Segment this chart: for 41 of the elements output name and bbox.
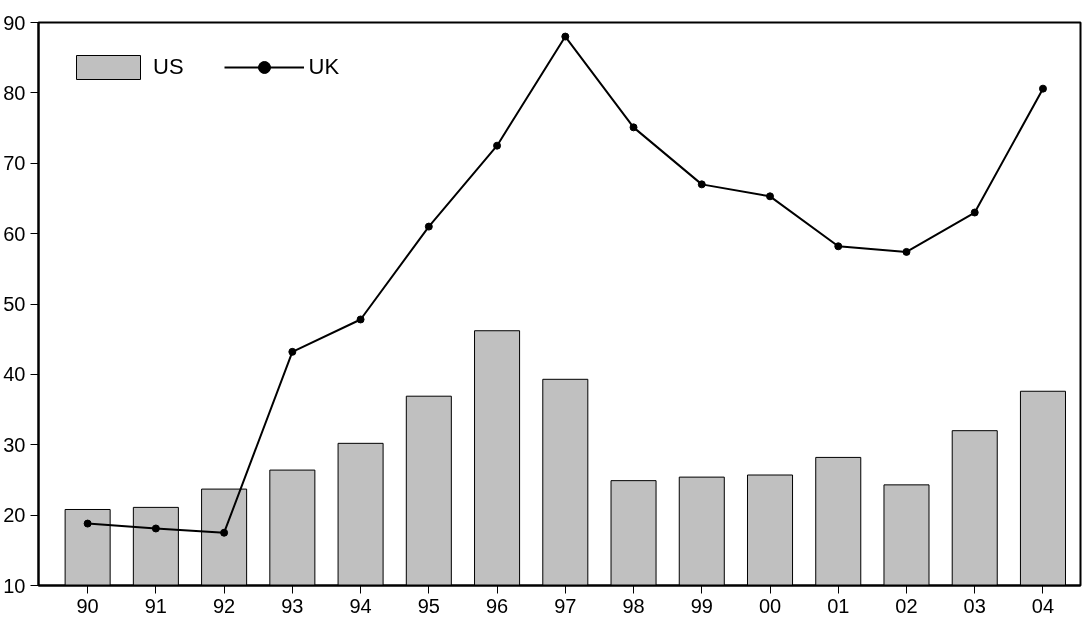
point: [356, 315, 365, 324]
point: [83, 519, 92, 528]
x-tick-label: 99: [690, 594, 713, 617]
y-tick-label: 30: [3, 433, 26, 456]
x-tick-label: 00: [758, 594, 782, 617]
legend-label: UK: [308, 54, 340, 80]
x-tick-label: 01: [827, 594, 850, 617]
point: [902, 247, 911, 256]
point: [970, 208, 979, 217]
x-tick-label: 93: [281, 594, 304, 617]
x-tick-label: 91: [144, 594, 167, 617]
x-tick-label: 96: [485, 594, 509, 617]
x-tick-label: 90: [76, 594, 99, 617]
x-tick-label: 03: [963, 594, 986, 617]
x-tick-label: 04: [1031, 594, 1055, 617]
x-tick-label: 02: [895, 594, 918, 617]
point: [697, 180, 706, 189]
legend-label: US: [153, 54, 184, 80]
point: [151, 524, 160, 533]
y-tick-label: 60: [3, 222, 26, 245]
point: [220, 528, 229, 537]
point: [834, 242, 843, 251]
point: [561, 32, 570, 41]
point: [766, 192, 775, 201]
y-tick-label: 50: [3, 293, 26, 315]
x-tick-label: 97: [554, 594, 577, 617]
y-tick-label: 90: [3, 11, 26, 34]
point: [1038, 84, 1047, 93]
point: [629, 123, 638, 132]
y-tick-label: 70: [3, 152, 26, 175]
y-tick-label: 20: [3, 504, 26, 527]
y-tick-label: 10: [3, 574, 26, 597]
point: [424, 222, 433, 231]
point: [288, 347, 297, 356]
x-tick-label: 92: [212, 594, 236, 617]
x-tick-label: 98: [622, 594, 645, 617]
y-tick-label: 80: [3, 81, 26, 104]
y-tick-label: 40: [3, 363, 26, 386]
point: [493, 141, 502, 150]
x-tick-label: 94: [349, 594, 372, 617]
x-tick-label: 95: [417, 594, 440, 617]
